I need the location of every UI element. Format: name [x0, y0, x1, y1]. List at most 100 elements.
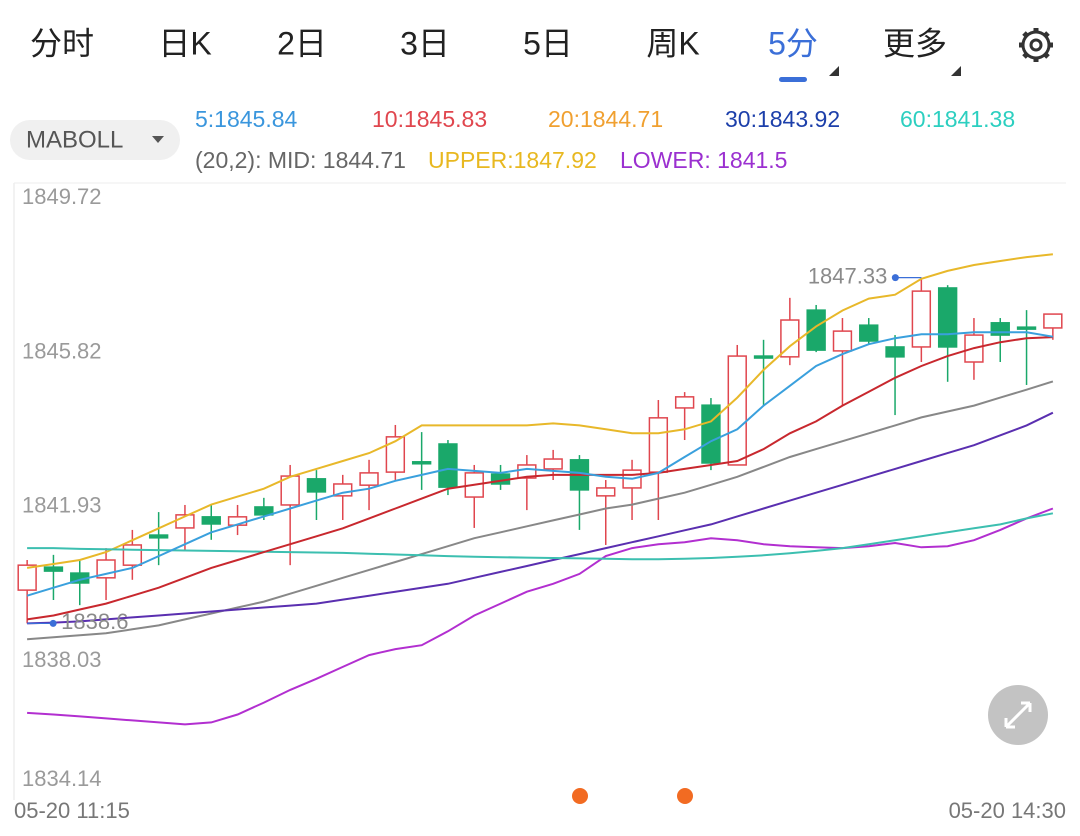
y-tick-label: 1838.03 [22, 647, 102, 672]
indicator-selector[interactable]: MABOLL [10, 120, 180, 160]
candle [1016, 310, 1037, 385]
candle [1043, 313, 1063, 340]
candle [885, 335, 905, 416]
candle-body [201, 516, 221, 525]
selector-pill [10, 120, 180, 160]
max-label: 1847.33 [808, 263, 888, 288]
tab-bar: 分时 日K 2日 3日 5日 周K 5分 更多 [30, 25, 961, 82]
candle-body [885, 346, 905, 358]
candle [333, 474, 353, 521]
gear-hub [1029, 38, 1043, 52]
candle [674, 392, 695, 441]
candle-body [543, 458, 563, 470]
ma-legend: 5:1845.84 [195, 106, 298, 132]
candle-body [438, 443, 458, 488]
boll-legend: (20,2): MID: 1844.71 [195, 147, 406, 173]
candle-body [701, 404, 721, 464]
candle [701, 398, 721, 471]
candle-body [122, 544, 143, 566]
plot-area: 1849.72 1845.82 1841.93 1838.03 1834.14 05-20… [14, 184, 1066, 823]
candle [385, 424, 406, 481]
candle-body [674, 396, 695, 409]
indicator-line [26, 336, 1053, 621]
page-dot [677, 788, 693, 804]
expand-icon [1004, 701, 1032, 729]
candle-body [937, 287, 958, 348]
tab[interactable]: 5分 [768, 25, 818, 61]
candle-body [411, 461, 432, 465]
x-tick-label: 05-20 14:30 [949, 798, 1066, 823]
indicator-line [26, 331, 1054, 597]
tab[interactable]: 5日 [523, 25, 573, 61]
candle-body [43, 566, 64, 572]
candle-body [1043, 313, 1063, 329]
page-dot [572, 788, 588, 804]
candle [438, 440, 458, 496]
candle-body [385, 436, 406, 473]
ma-legend: 30:1843.92 [725, 106, 840, 132]
settings-button[interactable] [1019, 28, 1053, 62]
tab[interactable]: 更多 [883, 25, 947, 61]
candle [201, 504, 221, 540]
candle-body [596, 487, 616, 497]
indicator-line [27, 507, 1054, 726]
candle [727, 344, 747, 466]
candle [780, 297, 800, 366]
candle [648, 400, 669, 521]
y-tick-label: 1845.82 [22, 338, 102, 363]
y-tick-label: 1834.14 [22, 766, 102, 791]
gear-teeth [1019, 28, 1053, 62]
candle [596, 480, 616, 545]
candle [806, 304, 826, 353]
candle-body [254, 506, 274, 516]
candle-body [359, 472, 379, 486]
candle [17, 560, 37, 624]
candle [832, 318, 853, 406]
candle-body [517, 464, 537, 479]
candle-body [753, 355, 774, 359]
candle [990, 318, 1010, 363]
indicator-line [27, 380, 1054, 641]
indicator-line [26, 253, 1054, 569]
y-tick-label: 1849.72 [22, 184, 102, 209]
candle-body [306, 478, 327, 493]
tab-corner [951, 66, 961, 76]
candle-body [333, 483, 353, 497]
candle [490, 464, 511, 490]
candle [753, 339, 774, 406]
candle-body [17, 564, 37, 591]
candle [43, 554, 64, 601]
tab[interactable]: 3日 [400, 25, 450, 61]
tab[interactable]: 分时 [30, 25, 94, 61]
candle [569, 455, 590, 530]
dropdown-arrow [152, 136, 164, 143]
candle-body [911, 290, 932, 348]
candle [227, 504, 248, 536]
candle-body [727, 355, 747, 466]
candle [464, 464, 484, 528]
candle [517, 455, 537, 511]
ma-legend: 10:1845.83 [372, 106, 487, 132]
candle-body [148, 534, 169, 539]
candle-body [648, 417, 669, 473]
candle-body [859, 324, 879, 342]
indicator-line [27, 411, 1054, 625]
candle [859, 318, 879, 345]
expand-button[interactable] [988, 685, 1048, 745]
y-tick-label: 1841.93 [22, 492, 102, 517]
indicator-line [27, 512, 1054, 561]
tab[interactable]: 2日 [277, 25, 327, 61]
ma-legend: 60:1841.38 [900, 106, 1015, 132]
tab[interactable]: 周K [646, 25, 699, 61]
min-dot [49, 619, 57, 627]
indicator-name: MABOLL [26, 126, 123, 153]
boll-legend: LOWER: 1841.5 [620, 147, 787, 173]
candle [622, 459, 642, 521]
x-tick-label: 05-20 11:15 [14, 798, 130, 823]
max-dot [891, 274, 899, 282]
tab[interactable]: 日K [158, 25, 211, 61]
candle-body [806, 309, 826, 351]
tab-corner [829, 66, 839, 76]
